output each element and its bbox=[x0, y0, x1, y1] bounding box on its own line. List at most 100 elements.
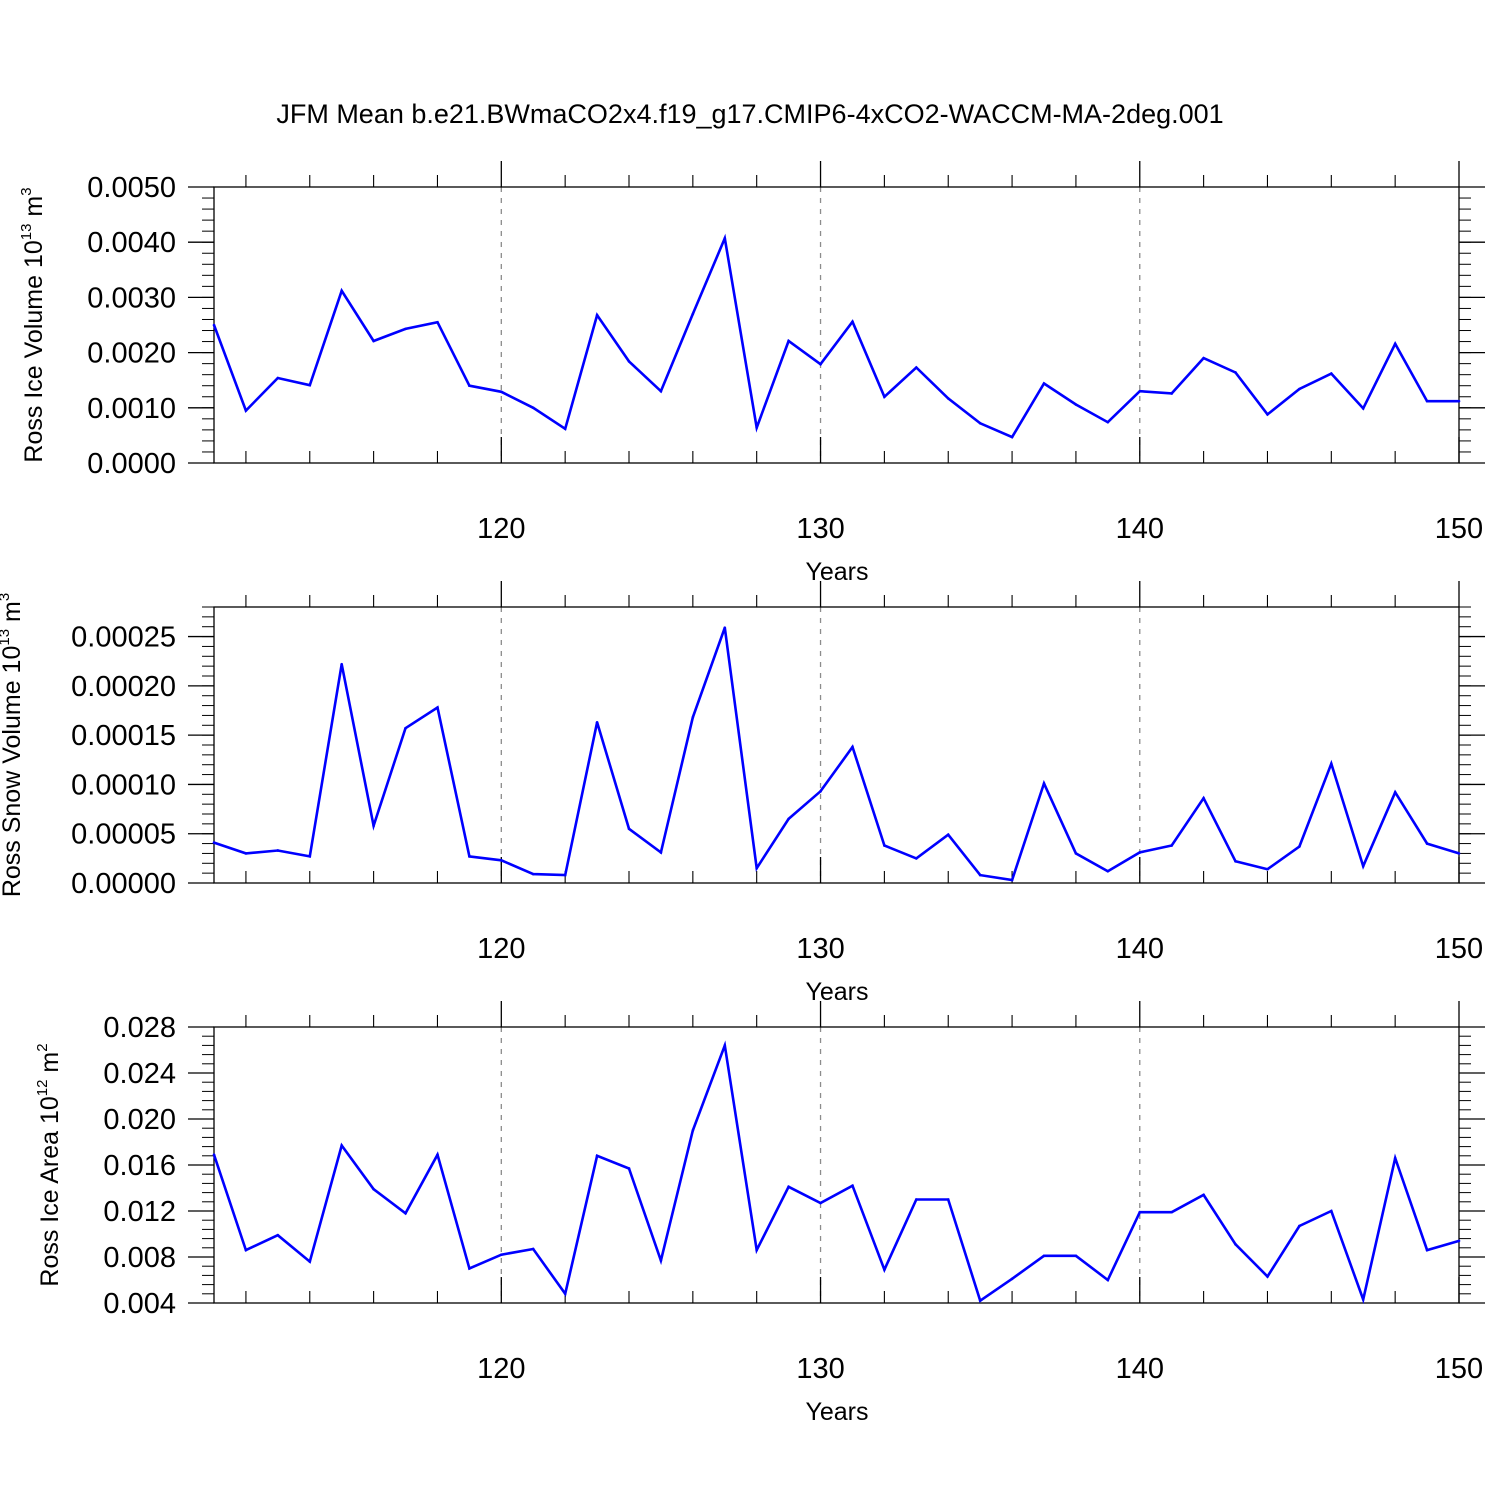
data-point bbox=[978, 1299, 982, 1302]
data-point bbox=[1106, 869, 1110, 873]
data-point bbox=[1106, 420, 1110, 424]
data-point bbox=[404, 327, 407, 331]
panel-2-gridlines bbox=[500, 607, 1141, 883]
data-point bbox=[436, 320, 439, 324]
data-point bbox=[1138, 851, 1142, 854]
data-point bbox=[404, 726, 407, 730]
data-point bbox=[787, 817, 790, 821]
data-point bbox=[787, 1185, 790, 1189]
data-point bbox=[851, 320, 854, 323]
series-line bbox=[212, 233, 1459, 439]
y-tick-label: 0.012 bbox=[103, 1196, 176, 1228]
y-tick-label: 0.00015 bbox=[71, 720, 176, 752]
data-point bbox=[1457, 1239, 1461, 1243]
data-point bbox=[883, 395, 886, 399]
data-point bbox=[212, 323, 216, 327]
x-tick-label: 140 bbox=[1116, 513, 1164, 545]
y-tick-label: 0.00025 bbox=[71, 622, 176, 654]
data-point bbox=[1393, 1156, 1397, 1160]
x-tick-label: 150 bbox=[1435, 1353, 1483, 1385]
y-tick-label: 0.004 bbox=[103, 1288, 176, 1320]
data-point bbox=[915, 1198, 918, 1201]
data-point bbox=[436, 706, 439, 709]
panel-3-data bbox=[212, 1040, 1461, 1305]
data-point bbox=[1234, 1243, 1237, 1246]
data-point bbox=[723, 1044, 727, 1047]
data-point bbox=[563, 873, 567, 877]
data-point bbox=[1234, 860, 1237, 863]
data-point bbox=[212, 1153, 216, 1156]
data-point bbox=[1234, 371, 1237, 374]
y-tick-label: 0.0050 bbox=[87, 172, 176, 204]
panel-1-tick-labels: 120 130 140 150 0.0000 0.0010 0.0020 0.0030 0.00… bbox=[87, 172, 1483, 545]
data-point bbox=[340, 1144, 343, 1147]
panel-1-ticks bbox=[188, 161, 1485, 464]
data-point bbox=[978, 421, 982, 425]
data-point bbox=[468, 1267, 471, 1270]
data-point bbox=[851, 745, 854, 749]
data-point bbox=[563, 427, 567, 431]
panel-3-ticks bbox=[188, 1001, 1485, 1304]
y-tick-label: 0.024 bbox=[103, 1058, 176, 1090]
data-point bbox=[691, 1129, 695, 1132]
y-tick-label: 0.00020 bbox=[71, 671, 176, 703]
data-point bbox=[1425, 1248, 1429, 1252]
panel-3-gridlines bbox=[500, 1027, 1141, 1303]
data-point bbox=[500, 1253, 503, 1256]
data-point bbox=[915, 857, 918, 860]
data-point bbox=[1010, 1277, 1014, 1281]
data-point bbox=[1106, 1278, 1110, 1282]
data-point bbox=[755, 866, 758, 870]
x-tick-label: 120 bbox=[477, 1353, 525, 1385]
data-point bbox=[404, 1212, 407, 1215]
data-point bbox=[595, 1154, 599, 1158]
data-point bbox=[787, 339, 790, 343]
y-tick-label: 0.0000 bbox=[87, 448, 176, 480]
data-point bbox=[531, 1247, 535, 1251]
y-tick-label: 0.00000 bbox=[71, 868, 176, 900]
data-point bbox=[244, 852, 248, 855]
data-point bbox=[1138, 1210, 1142, 1214]
data-point bbox=[563, 1292, 567, 1296]
data-point bbox=[276, 376, 280, 380]
panel-snow-volume: 120 130 140 150 0.00000 0.00005 0.00010 0.00015… bbox=[0, 581, 1485, 1006]
x-tick-label: 150 bbox=[1435, 513, 1483, 545]
data-point bbox=[627, 827, 631, 831]
data-point bbox=[883, 844, 886, 847]
data-point bbox=[627, 1167, 631, 1170]
data-point bbox=[1298, 1224, 1301, 1228]
y-tick-label: 0.00005 bbox=[71, 819, 176, 851]
data-point bbox=[659, 389, 663, 393]
data-point bbox=[212, 841, 216, 844]
x-tick-label: 120 bbox=[477, 513, 525, 545]
x-tick-label: 140 bbox=[1116, 1353, 1164, 1385]
figure-title: JFM Mean b.e21.BWmaCO2x4.f19_g17.CMIP6-4… bbox=[276, 99, 1223, 129]
data-point bbox=[1074, 852, 1078, 855]
data-point bbox=[1457, 399, 1461, 403]
panel-3-y-axis-title: Ross Ice Area 1012 m2 bbox=[34, 1043, 64, 1286]
data-point bbox=[1138, 389, 1142, 393]
panel-1-y-axis-title: Ross Ice Volume 1013 m3 bbox=[18, 187, 48, 462]
y-tick-label: 0.008 bbox=[103, 1242, 176, 1274]
data-point bbox=[819, 362, 822, 366]
panel-ice-volume: 120 130 140 150 0.0000 0.0010 0.0020 0.0030 0.00… bbox=[18, 161, 1485, 586]
data-point bbox=[1266, 1275, 1269, 1278]
y-tick-label: 0.0040 bbox=[87, 227, 176, 259]
data-point bbox=[1042, 1254, 1046, 1258]
data-point bbox=[819, 790, 822, 793]
data-point bbox=[659, 1259, 663, 1262]
panel-2-ticks bbox=[188, 581, 1485, 884]
data-point bbox=[500, 859, 503, 862]
data-point bbox=[1074, 403, 1078, 406]
data-point bbox=[1170, 1210, 1173, 1214]
panel-ice-area: 120 130 140 150 0.004 0.008 0.012 0.016 0.020 0.0… bbox=[34, 1001, 1485, 1426]
data-point bbox=[372, 339, 375, 343]
data-point bbox=[468, 855, 471, 858]
data-point bbox=[883, 1268, 886, 1271]
data-point bbox=[1170, 392, 1173, 395]
data-point bbox=[1393, 791, 1397, 794]
data-point bbox=[946, 397, 950, 400]
data-point bbox=[595, 313, 599, 317]
data-point bbox=[340, 662, 343, 666]
